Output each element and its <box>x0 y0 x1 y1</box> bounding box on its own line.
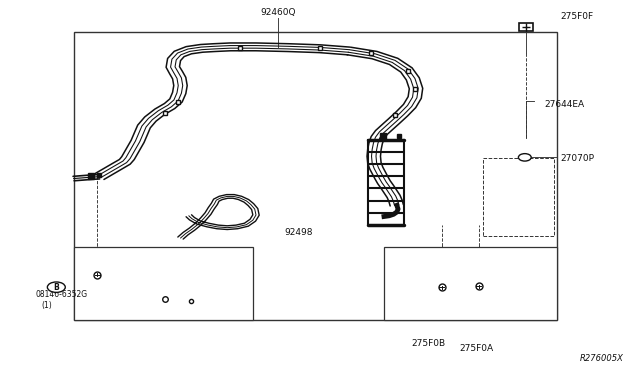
Text: 92498: 92498 <box>285 228 314 237</box>
Text: R276005X: R276005X <box>580 354 624 363</box>
Circle shape <box>518 154 531 161</box>
Bar <box>74 32 557 320</box>
Text: B: B <box>54 283 59 292</box>
Text: 275F0F: 275F0F <box>560 12 593 21</box>
Bar <box>74 247 253 320</box>
Text: 27644EA: 27644EA <box>544 100 584 109</box>
Circle shape <box>47 282 65 292</box>
Text: 275F0A: 275F0A <box>460 344 494 353</box>
Text: 08146-6352G: 08146-6352G <box>35 290 87 299</box>
Bar <box>483 158 554 236</box>
Text: 92460Q: 92460Q <box>260 8 296 17</box>
Text: 275F0B: 275F0B <box>412 339 446 347</box>
Text: (1): (1) <box>42 301 52 310</box>
Bar <box>519 23 533 31</box>
Bar <box>384 247 557 320</box>
Text: 27070P: 27070P <box>560 154 594 163</box>
